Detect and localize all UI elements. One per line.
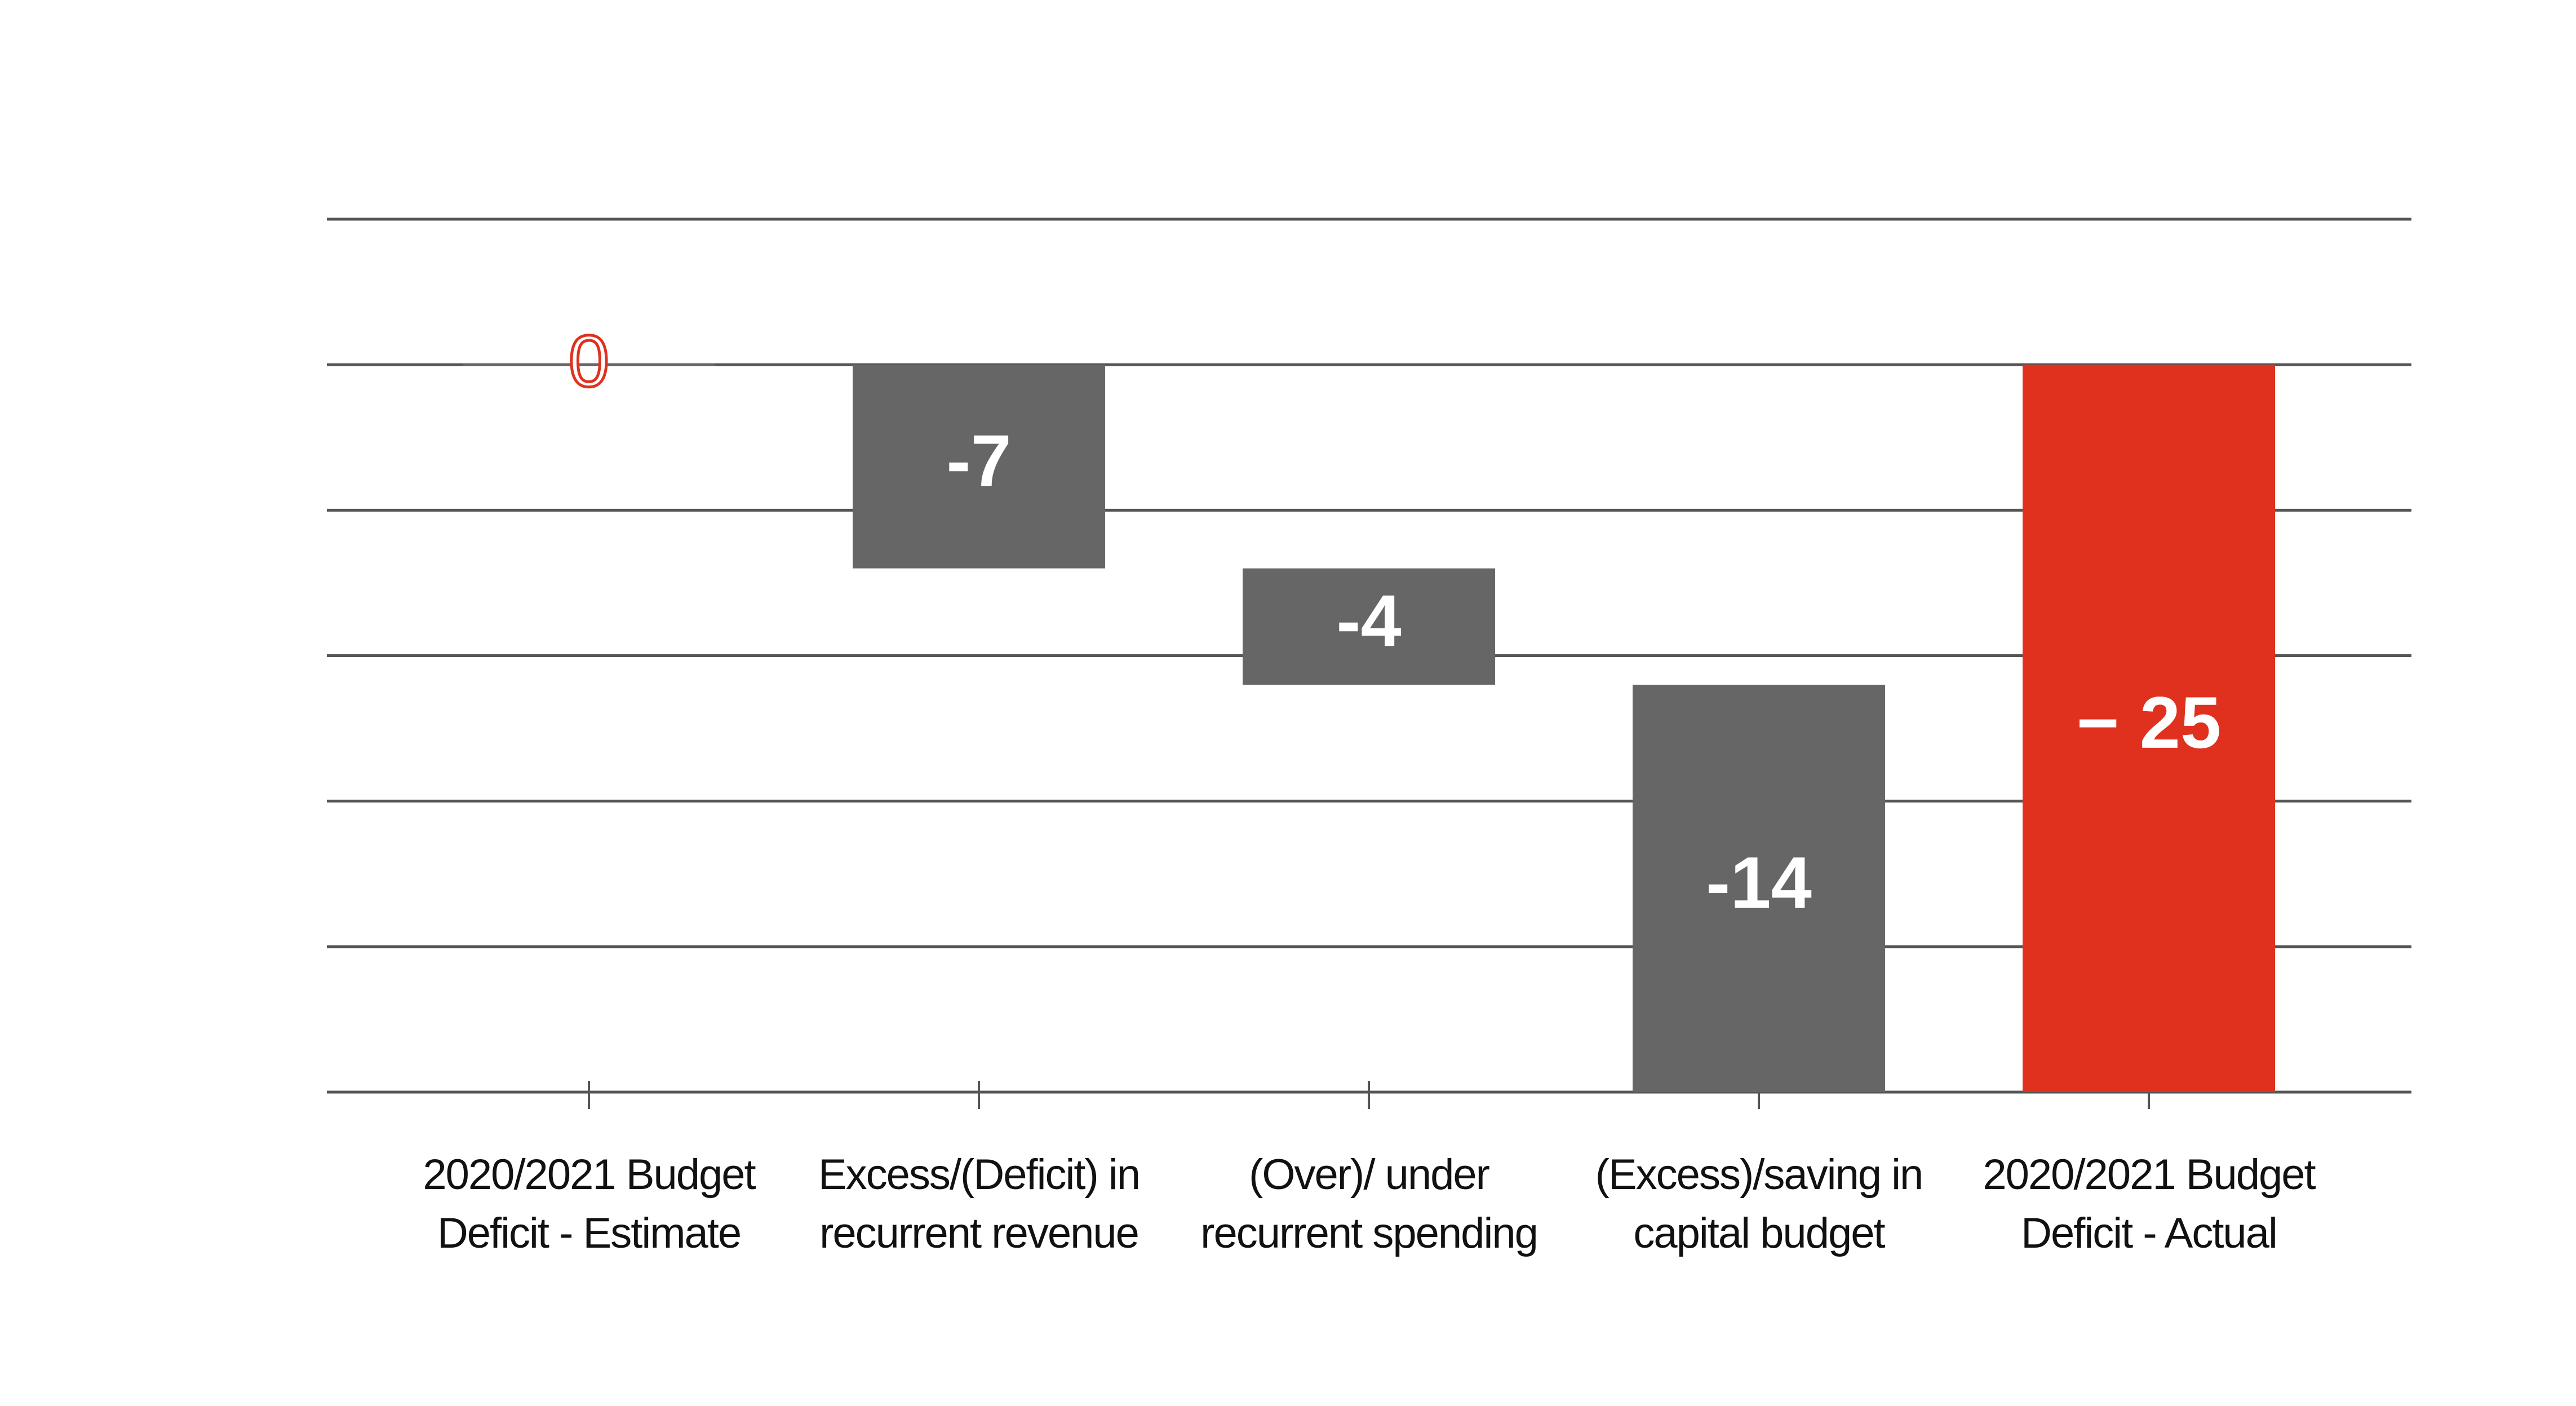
value-label: -7: [946, 419, 1012, 502]
value-label: -14: [1706, 841, 1812, 924]
bar: [1243, 568, 1495, 685]
x-tick-label: Excess/(Deficit) in recurrent revenue: [818, 1151, 1141, 1257]
x-tick-label: (Over)/ under recurrent spending: [1200, 1151, 1538, 1257]
bar: [853, 365, 1105, 569]
x-tick-label: 2020/2021 Budget Deficit - Estimate: [423, 1151, 756, 1257]
value-label: 0: [569, 320, 609, 402]
bar: [2023, 365, 2275, 1092]
value-label: − 25: [2077, 681, 2222, 764]
bar: [1633, 685, 1885, 1092]
bar: [463, 363, 715, 366]
x-tick-label: 2020/2021 Budget Deficit - Actual: [1983, 1151, 2316, 1257]
x-tick-label: (Excess)/saving in capital budget: [1595, 1151, 1924, 1257]
value-label: -4: [1336, 579, 1402, 662]
